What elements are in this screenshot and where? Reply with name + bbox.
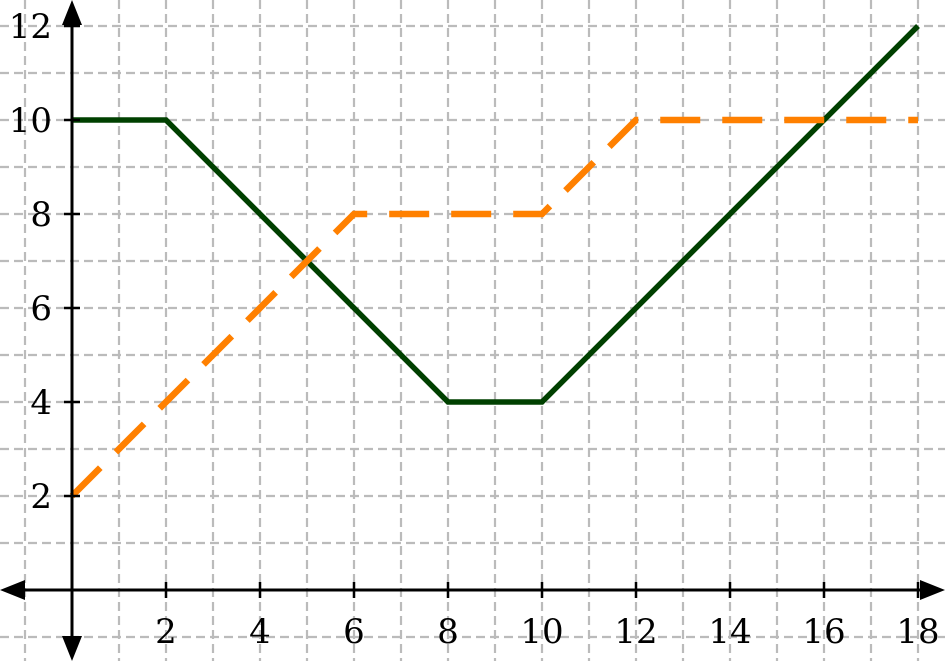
tick-labels: 2 4 6 8 10 12 14 16 18 2 4 6 8 10 12 xyxy=(9,7,940,652)
x-tick-label: 14 xyxy=(708,612,751,652)
y-tick-label: 4 xyxy=(30,383,52,423)
dashed-orange-line xyxy=(69,116,918,499)
y-tick-label: 2 xyxy=(30,477,52,517)
y-tick-label: 8 xyxy=(30,195,52,235)
x-axis-arrow-left-icon xyxy=(0,580,25,600)
x-tick-label: 8 xyxy=(437,612,459,652)
x-tick-label: 4 xyxy=(249,612,271,652)
x-tick-label: 10 xyxy=(520,612,563,652)
y-tick-label: 10 xyxy=(9,101,52,141)
solid-green-line xyxy=(72,24,920,405)
y-axis-arrow-up-icon xyxy=(62,0,82,25)
x-tick-label: 2 xyxy=(155,612,177,652)
y-tick-label: 6 xyxy=(30,289,52,329)
x-tick-label: 18 xyxy=(896,612,939,652)
series-layer xyxy=(69,24,920,499)
y-tick-label: 12 xyxy=(9,7,52,47)
x-axis-arrow-right-icon xyxy=(920,580,945,600)
x-tick-label: 6 xyxy=(343,612,365,652)
y-axis-arrow-down-icon xyxy=(62,636,82,661)
x-tick-label: 16 xyxy=(802,612,845,652)
x-tick-label: 12 xyxy=(614,612,657,652)
